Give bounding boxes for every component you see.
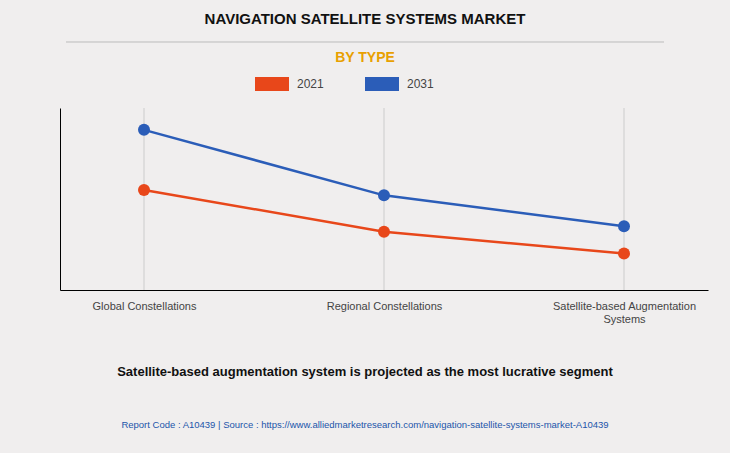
annotation: Satellite-based augmentation system is p… [117, 364, 613, 379]
y-axis-domain [60, 109, 61, 291]
title-rule [66, 42, 664, 43]
x-tick-label: Global Constellations [93, 300, 197, 312]
x-grid [144, 108, 624, 290]
x-tick: Global Constellations [93, 290, 197, 312]
plot-area: Global Constellations Regional Constellat… [61, 108, 709, 325]
x-tick: Satellite-based AugmentationSystems [553, 290, 696, 325]
series [138, 124, 630, 232]
series-point [378, 226, 390, 238]
series-group [138, 124, 630, 260]
x-tick: Regional Constellations [327, 290, 443, 312]
grid-line [624, 108, 625, 290]
legend-item: 2021 [255, 77, 324, 91]
series-point [618, 248, 630, 260]
legend: 2021 2031 [255, 77, 434, 91]
series-point [618, 220, 630, 232]
subtitle: BY TYPE [335, 49, 395, 65]
legend-swatch [255, 77, 289, 91]
y-axis [60, 109, 61, 291]
x-axis-domain [61, 290, 709, 291]
x-axis: Global Constellations Regional Constellat… [61, 290, 709, 325]
legend-label: 2021 [297, 77, 324, 91]
legend-item: 2031 [365, 77, 434, 91]
x-tick-label: Satellite-based AugmentationSystems [553, 300, 696, 325]
legend-swatch [365, 77, 399, 91]
chart: NAVIGATION SATELLITE SYSTEMS MARKET BY TY… [0, 0, 730, 453]
series-point [138, 124, 150, 136]
footer: Report Code : A10439 | Source : https://… [121, 419, 608, 430]
series-line [144, 190, 624, 254]
series-point [378, 189, 390, 201]
legend-label: 2031 [407, 77, 434, 91]
x-tick-label: Regional Constellations [327, 300, 443, 312]
series-line [144, 130, 624, 226]
series-point [138, 184, 150, 196]
title: NAVIGATION SATELLITE SYSTEMS MARKET [205, 10, 526, 27]
series [138, 184, 630, 260]
